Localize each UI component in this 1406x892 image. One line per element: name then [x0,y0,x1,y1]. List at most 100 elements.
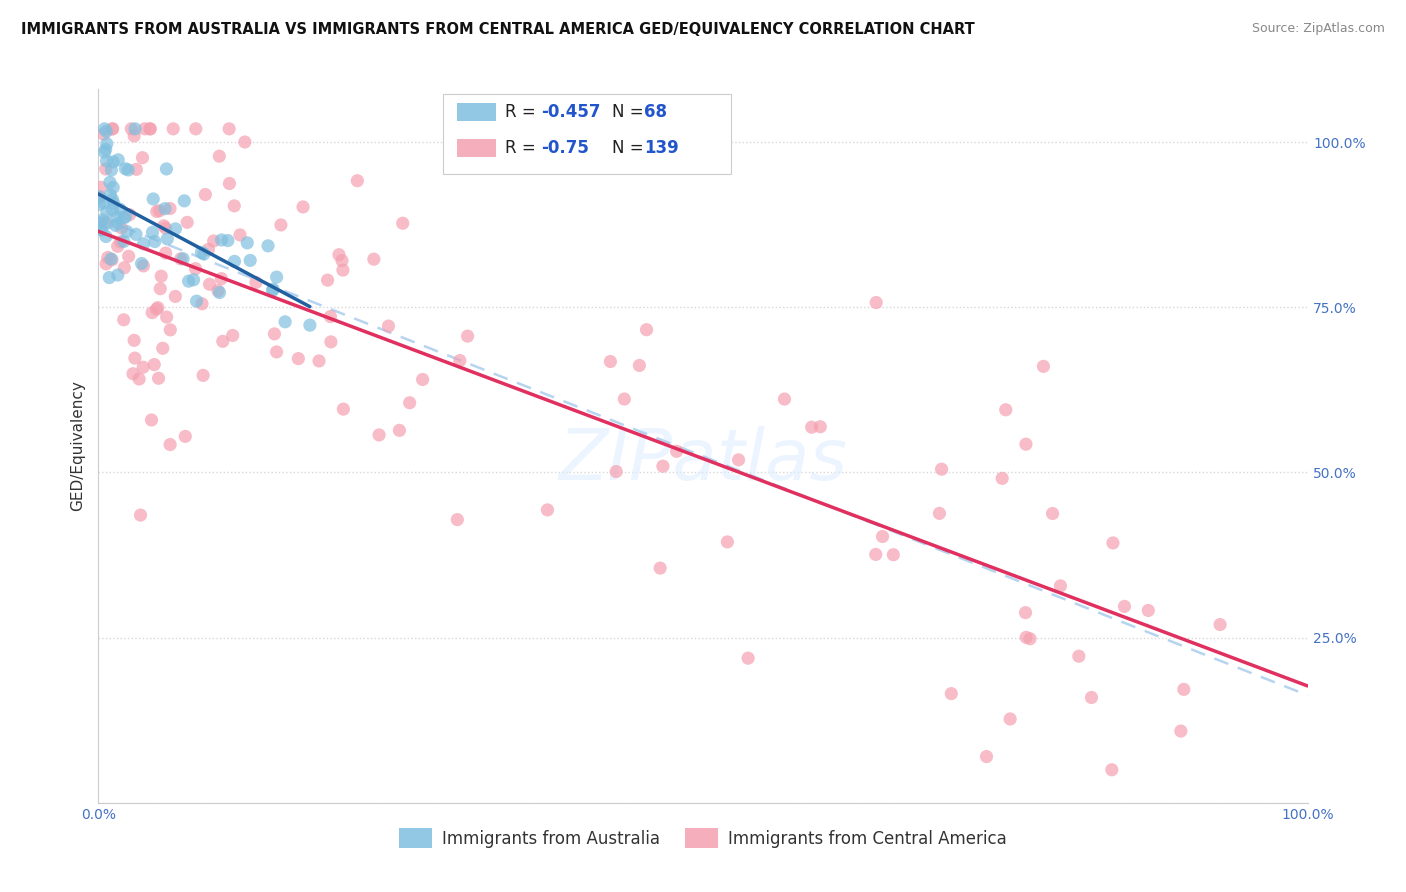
Point [636,323,658,337]
Point [150,269,173,284]
Text: -0.75: -0.75 [541,139,589,157]
Point [650,561,672,575]
Point [613,392,636,406]
Point [1101,763,1123,777]
Point [998,712,1021,726]
Point [727,453,749,467]
Point [1032,359,1054,374]
Point [1049,579,1071,593]
Point [1137,603,1160,617]
Point [218,121,240,136]
Point [197,243,219,257]
Point [122,128,145,143]
Point [217,234,239,248]
Point [155,221,177,235]
Point [1019,632,1042,646]
Point [117,162,139,177]
Point [112,235,135,249]
Point [96,124,118,138]
Point [872,529,894,543]
Point [270,218,292,232]
Point [155,161,177,176]
Point [198,277,221,292]
Text: 68: 68 [644,103,666,121]
Point [114,161,136,176]
Point [319,310,342,324]
Point [103,180,125,194]
Point [141,225,163,239]
Text: N =: N = [612,139,648,157]
Point [108,202,131,217]
Point [101,121,124,136]
Point [994,402,1017,417]
Point [100,163,122,178]
Point [239,253,262,268]
Point [139,121,162,136]
Point [221,328,243,343]
Point [152,341,174,355]
Point [145,302,167,317]
Point [882,548,904,562]
Point [159,323,181,337]
Point [94,215,117,229]
Point [865,548,887,562]
Point [184,121,207,136]
Point [120,121,142,136]
Point [110,235,132,249]
Point [773,392,796,406]
Point [1173,682,1195,697]
Point [122,334,145,348]
Point [172,252,194,266]
Point [94,229,117,244]
Text: -0.457: -0.457 [541,103,600,121]
Point [139,121,162,136]
Point [191,297,214,311]
Point [218,177,240,191]
Point [391,216,413,230]
Point [101,154,124,169]
Point [446,513,468,527]
Point [266,345,288,359]
Text: Source: ZipAtlas.com: Source: ZipAtlas.com [1251,22,1385,36]
Point [118,249,141,263]
Point [115,225,138,239]
Point [274,315,297,329]
Point [628,359,651,373]
Point [162,121,184,136]
Point [457,329,479,343]
Point [651,459,673,474]
Point [131,151,153,165]
Point [134,121,156,136]
Point [298,318,321,333]
Point [104,219,127,233]
Point [148,371,170,385]
Point [90,223,112,237]
Point [96,153,118,168]
Point [605,465,627,479]
Point [153,202,176,216]
Point [1042,507,1064,521]
Point [152,219,174,233]
Point [96,136,118,151]
Point [808,419,831,434]
Point [148,203,170,218]
Point [176,215,198,229]
Point [377,319,399,334]
Point [941,687,963,701]
Point [266,270,288,285]
Point [94,161,117,176]
Point [1209,617,1232,632]
Point [224,199,246,213]
Point [330,253,353,268]
Point [177,274,200,288]
Point [1080,690,1102,705]
Point [124,121,146,136]
Point [89,216,111,230]
Point [149,282,172,296]
Point [1114,599,1136,614]
Point [211,334,233,349]
Point [346,174,368,188]
Point [114,210,136,224]
Point [398,396,420,410]
Point [124,351,146,365]
